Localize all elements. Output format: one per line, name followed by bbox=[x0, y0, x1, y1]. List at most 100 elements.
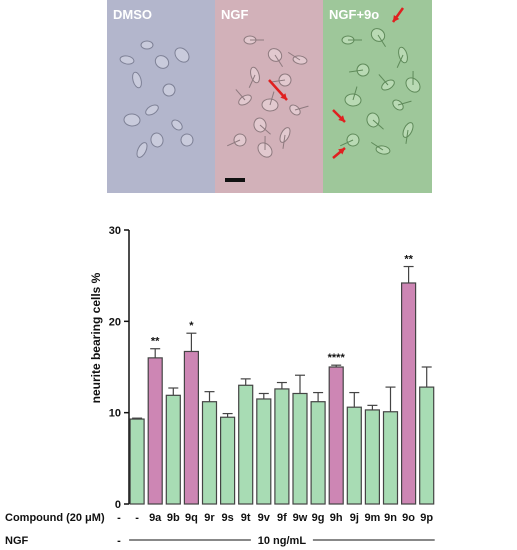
micrograph-panels: DMSO NGF NGF+9o bbox=[107, 0, 432, 193]
panel-dmso: DMSO bbox=[107, 0, 215, 193]
bar-9v bbox=[256, 398, 272, 505]
neurite bbox=[269, 91, 275, 106]
cell bbox=[174, 47, 190, 63]
significance-mark: ** bbox=[151, 336, 160, 348]
category-label: - bbox=[117, 512, 121, 524]
category-label: 9o bbox=[402, 512, 415, 524]
neurite bbox=[397, 100, 412, 106]
category-label: 9w bbox=[293, 512, 308, 524]
bar-9r bbox=[201, 401, 218, 505]
cell bbox=[150, 132, 164, 148]
cell bbox=[145, 104, 159, 116]
neurite bbox=[370, 141, 384, 151]
bar-9p bbox=[419, 386, 435, 505]
bar-9o bbox=[401, 282, 417, 505]
category-label: 9p bbox=[420, 512, 433, 524]
significance-mark: * bbox=[189, 320, 194, 332]
bar-9w bbox=[292, 392, 308, 505]
category-label: 9a bbox=[149, 512, 162, 524]
chart-axes: 0 10 20 30 bbox=[109, 225, 130, 511]
category-label: 9j bbox=[350, 512, 359, 524]
red-arrow-head bbox=[338, 115, 345, 122]
ngf-cell-image bbox=[215, 0, 323, 193]
y-tick-label: 30 bbox=[109, 225, 121, 237]
panel-ngf-9o: NGF+9o bbox=[323, 0, 432, 193]
bar-- bbox=[129, 418, 145, 505]
category-label: 9b bbox=[167, 512, 180, 524]
scale-bar bbox=[225, 178, 245, 182]
bar-9q bbox=[183, 350, 199, 505]
y-tick-label: 20 bbox=[109, 316, 121, 328]
category-label: - bbox=[135, 512, 139, 524]
neurite bbox=[227, 139, 241, 147]
neurite bbox=[235, 89, 246, 101]
neurite bbox=[378, 74, 389, 86]
neurite bbox=[282, 134, 286, 149]
neurite bbox=[349, 69, 364, 73]
y-axis-label: neurite bearing cells % bbox=[89, 272, 103, 403]
neurite bbox=[294, 105, 309, 111]
bar-9t bbox=[238, 384, 254, 505]
cell bbox=[119, 55, 135, 65]
panel-background bbox=[215, 0, 323, 193]
ngf-none-label: - bbox=[117, 535, 121, 547]
neurite bbox=[271, 79, 286, 83]
category-label: 9q bbox=[185, 512, 198, 524]
chart-bars bbox=[129, 265, 435, 505]
cell bbox=[140, 40, 154, 50]
ngf-9o-cell-image bbox=[323, 0, 432, 193]
neurite bbox=[259, 124, 271, 135]
cell bbox=[180, 133, 194, 147]
category-label: 9h bbox=[330, 512, 343, 524]
bar-9m bbox=[364, 409, 380, 505]
cell bbox=[123, 113, 141, 127]
red-arrow-head bbox=[280, 93, 287, 100]
neurite bbox=[340, 139, 354, 147]
neurite bbox=[352, 86, 358, 101]
category-label: 9n bbox=[384, 512, 397, 524]
panel-label-ngf: NGF bbox=[221, 7, 249, 22]
bar-9h bbox=[328, 366, 344, 505]
neurite bbox=[287, 51, 301, 61]
category-label: 9m bbox=[364, 512, 380, 524]
neurite bbox=[248, 74, 256, 88]
significance-mark: **** bbox=[328, 352, 346, 364]
bar-9f bbox=[274, 388, 290, 505]
category-label: 9r bbox=[204, 512, 215, 524]
panel-background bbox=[107, 0, 215, 193]
neurite bbox=[396, 54, 404, 68]
compound-row-label: Compound (20 μM) bbox=[5, 512, 105, 524]
dmso-cell-image bbox=[107, 0, 215, 193]
ngf-row-label: NGF bbox=[5, 535, 29, 547]
y-tick-label: 0 bbox=[115, 499, 121, 511]
red-arrow-head bbox=[393, 15, 400, 22]
significance-mark: ** bbox=[404, 254, 413, 266]
bar-9b bbox=[165, 394, 181, 505]
neurite bbox=[372, 119, 384, 130]
category-label: 9s bbox=[221, 512, 233, 524]
cell bbox=[132, 71, 142, 89]
red-arrow-head bbox=[338, 148, 345, 155]
chart-labels: *********Compound (20 μM) - -9a 9b 9q 9r 9s 9t 9… bbox=[5, 254, 435, 547]
panel-label-dmso: DMSO bbox=[113, 7, 152, 22]
cell bbox=[162, 83, 176, 97]
bar-9a bbox=[147, 357, 163, 505]
bar-9s bbox=[220, 416, 236, 505]
category-label: 9g bbox=[312, 512, 325, 524]
ngf-value-label: 10 ng/mL bbox=[258, 535, 307, 547]
panel-label-ngf-9o: NGF+9o bbox=[329, 7, 380, 22]
category-label: 9v bbox=[258, 512, 271, 524]
y-tick-label: 10 bbox=[109, 408, 121, 420]
bar-9n bbox=[382, 411, 399, 505]
category-label: 9f bbox=[277, 512, 287, 524]
bar-9g bbox=[310, 401, 326, 505]
cell bbox=[171, 119, 183, 131]
neurite bbox=[274, 54, 283, 68]
neurite bbox=[377, 34, 386, 48]
category-label: 9t bbox=[241, 512, 251, 524]
bar-9j bbox=[346, 406, 362, 505]
cell bbox=[154, 55, 170, 69]
panel-ngf: NGF bbox=[215, 0, 323, 193]
neurite bbox=[405, 129, 409, 144]
